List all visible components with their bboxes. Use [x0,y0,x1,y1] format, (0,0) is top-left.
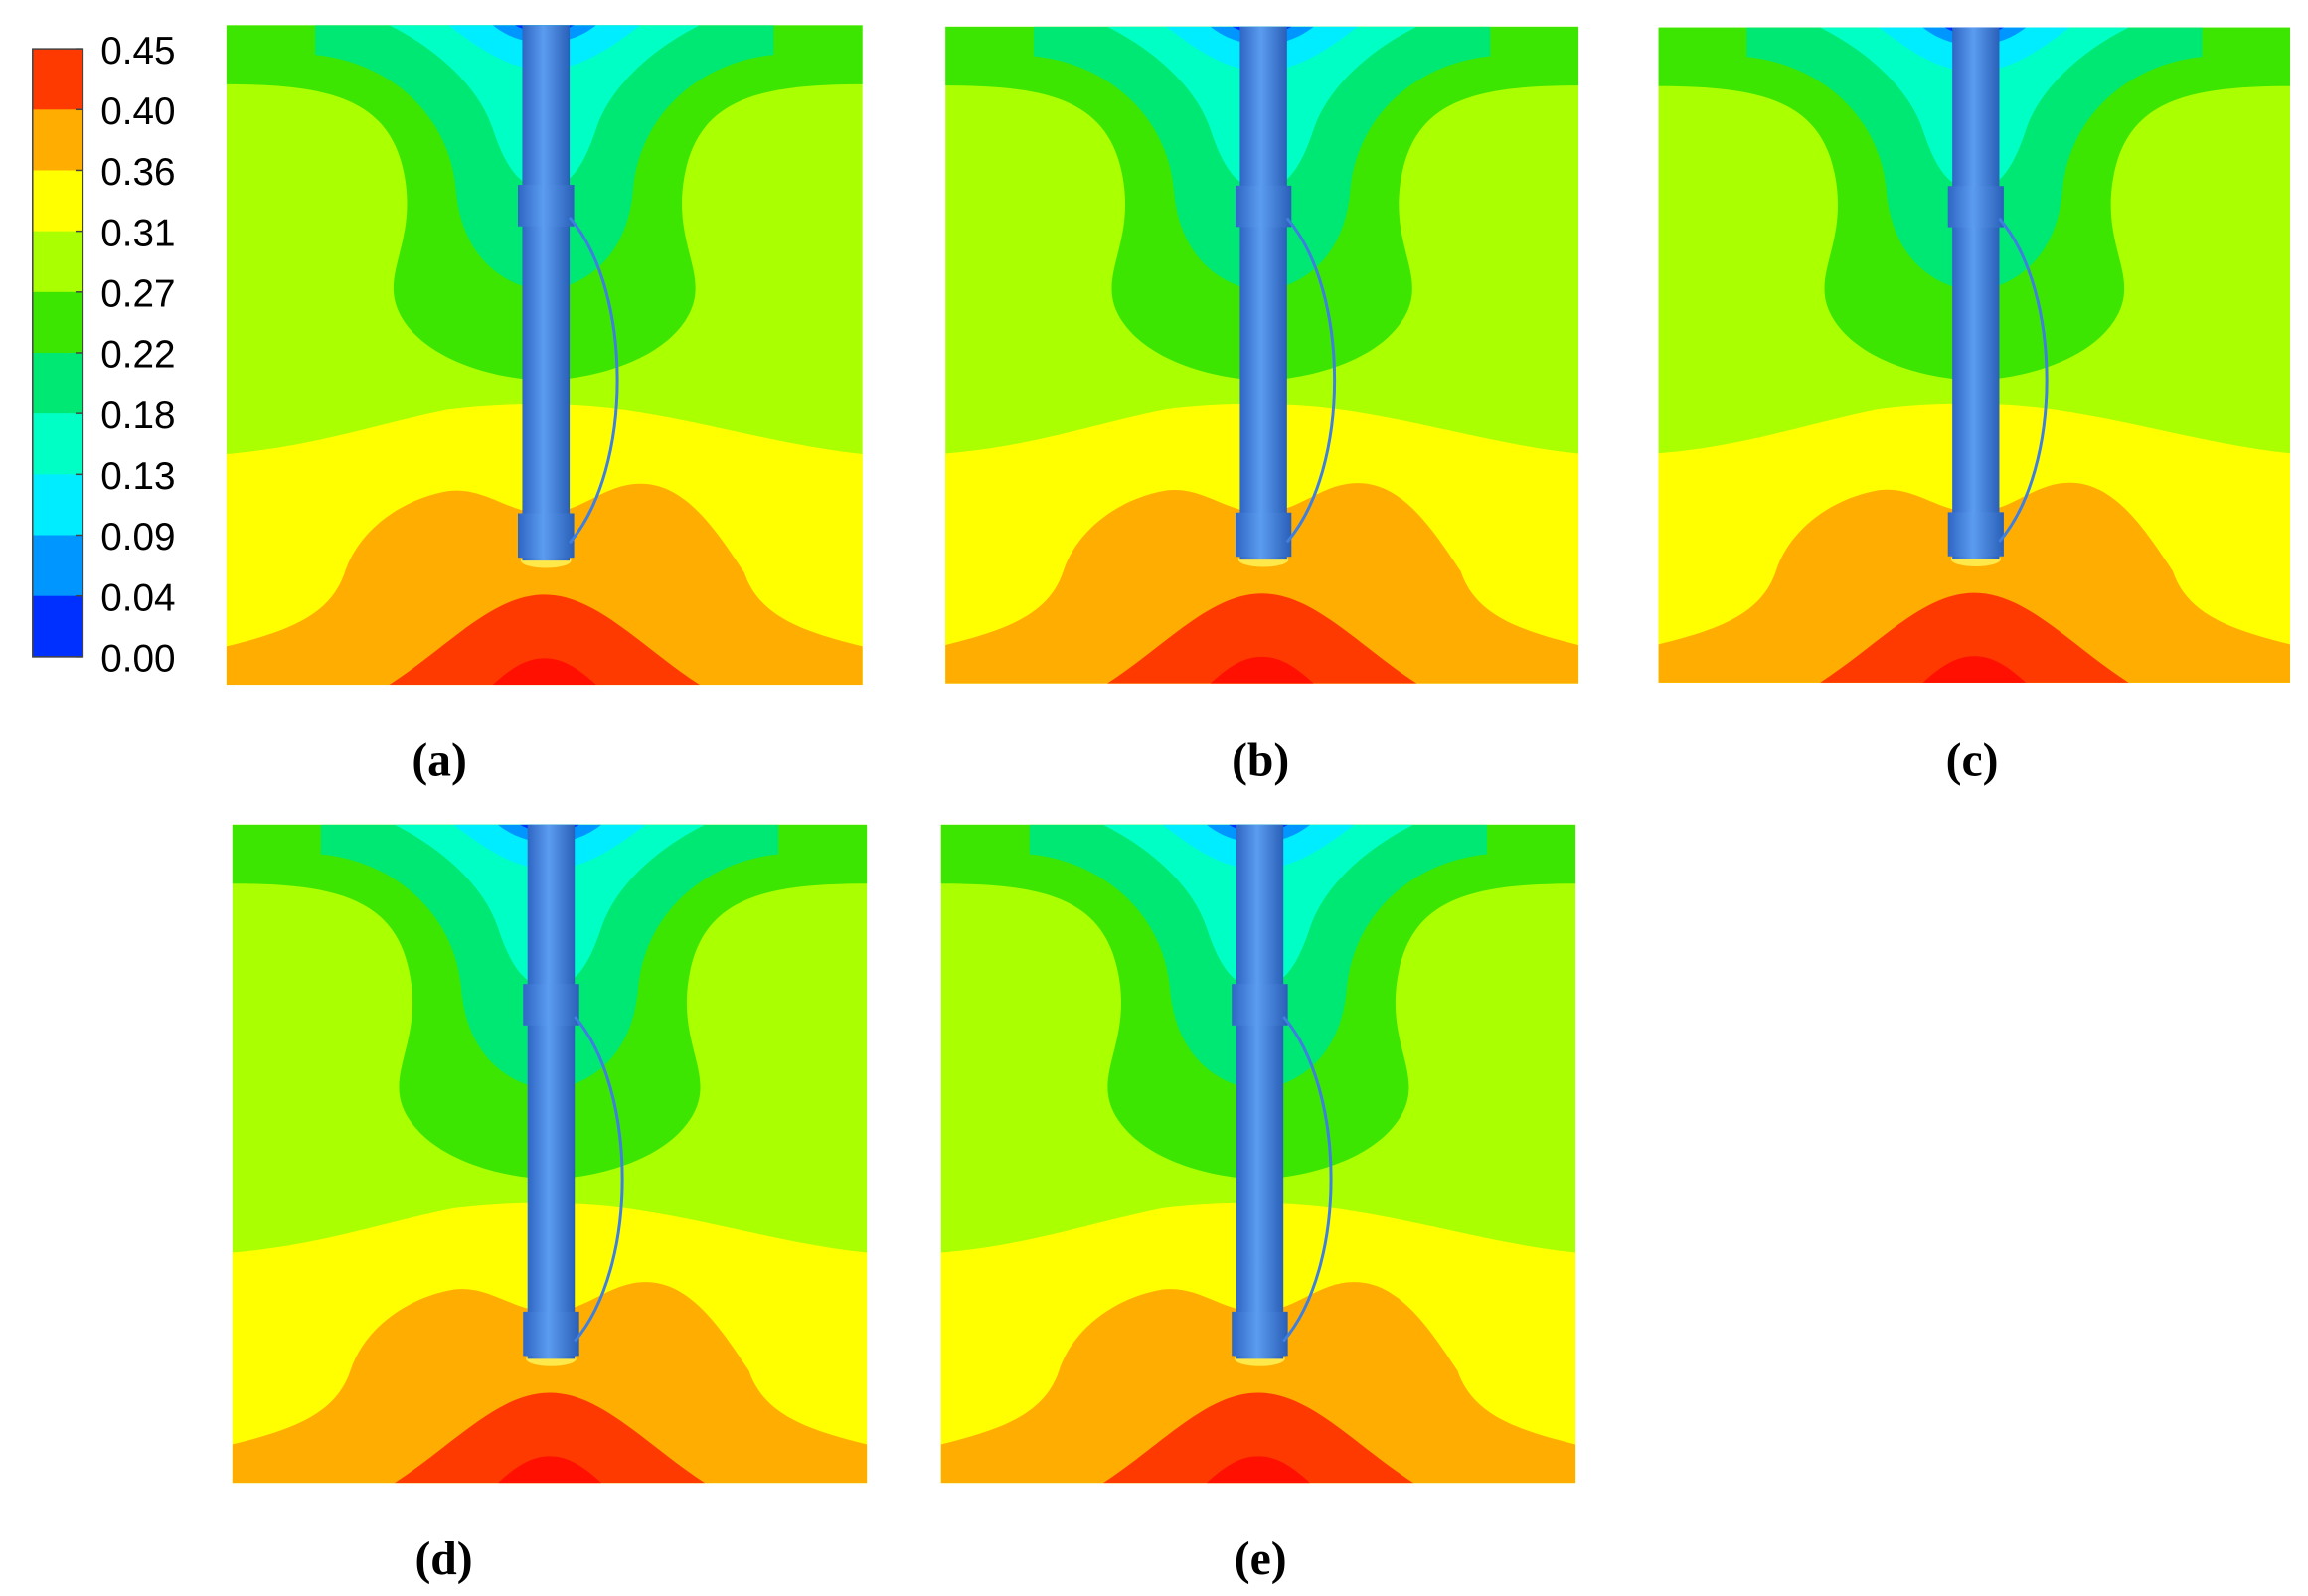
colorbar-label: 0.18 [100,395,175,437]
colorbar-label: 0.40 [100,90,175,133]
colorbar-band [32,291,83,354]
contour-plot [945,25,1579,686]
colorbar-band [32,352,83,414]
colorbar-label: 0.09 [100,516,175,559]
colorbar-label: 0.04 [100,576,175,619]
colorbar-band [32,595,83,658]
colorbar-band [32,413,83,476]
panel-label: (d) [414,1533,472,1585]
colorbar-label: 0.36 [100,151,175,194]
colorbar: 0.45 0.40 0.36 0.31 0.27 0.22 0.18 0.13 0.09 0.04… [32,30,176,681]
colorbar-band [32,535,83,597]
colorbar-label: 0.22 [100,334,175,377]
contour-plot [232,824,868,1484]
contour-plot [1658,26,2291,685]
colorbar-band [32,231,83,293]
panel-label: (b) [1232,734,1289,786]
colorbar-band [32,474,83,537]
colorbar-label: 0.31 [100,212,175,254]
contour-plot [940,824,1576,1484]
colorbar-label: 0.13 [100,455,175,498]
colorbar-band [32,170,83,233]
colorbar-band [32,109,83,172]
contour-plot [226,25,863,686]
colorbar-label: 0.27 [100,272,175,315]
panel-label: (c) [1946,734,1999,786]
panel-label: (a) [412,734,467,786]
panel-label: (e) [1235,1533,1287,1585]
colorbar-label: 0.00 [100,638,175,681]
colorbar-band [32,49,83,111]
colorbar-label: 0.45 [100,30,175,73]
